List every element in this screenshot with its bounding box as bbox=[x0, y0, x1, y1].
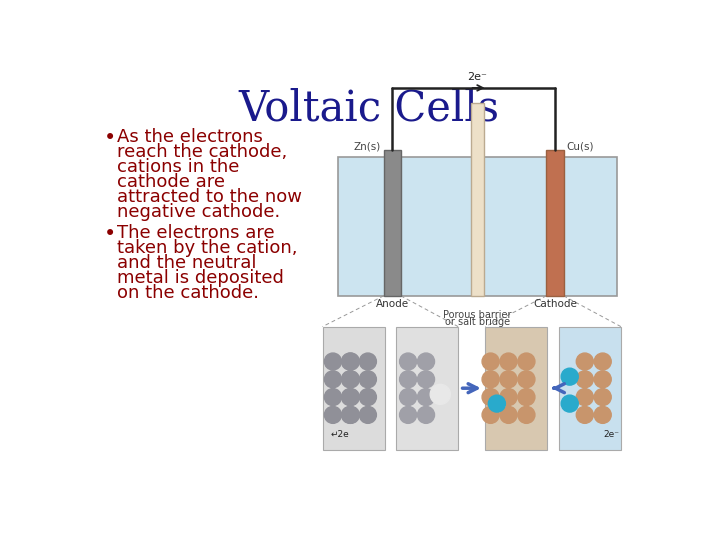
Circle shape bbox=[342, 407, 359, 423]
Circle shape bbox=[500, 371, 517, 388]
Text: Anode: Anode bbox=[376, 299, 409, 309]
Circle shape bbox=[341, 389, 359, 406]
Text: Cu(s): Cu(s) bbox=[567, 142, 594, 152]
Circle shape bbox=[561, 395, 578, 412]
Text: attracted to the now: attracted to the now bbox=[117, 188, 302, 206]
Circle shape bbox=[576, 407, 593, 423]
Bar bbox=[323, 327, 384, 450]
Bar bbox=[471, 103, 485, 296]
Bar bbox=[485, 327, 547, 450]
Circle shape bbox=[500, 407, 517, 423]
Circle shape bbox=[576, 389, 593, 406]
Text: Porous barrier: Porous barrier bbox=[444, 309, 512, 320]
Circle shape bbox=[482, 389, 499, 406]
Circle shape bbox=[594, 371, 611, 388]
Text: •: • bbox=[104, 224, 116, 244]
Text: As the electrons: As the electrons bbox=[117, 128, 263, 146]
Text: •: • bbox=[104, 128, 116, 148]
Circle shape bbox=[400, 407, 417, 423]
Circle shape bbox=[482, 371, 499, 388]
Circle shape bbox=[518, 353, 535, 370]
Circle shape bbox=[518, 407, 535, 423]
Text: cations in the: cations in the bbox=[117, 158, 240, 176]
Circle shape bbox=[400, 371, 417, 388]
Text: metal is deposited: metal is deposited bbox=[117, 269, 284, 287]
Circle shape bbox=[418, 353, 435, 370]
Circle shape bbox=[418, 389, 435, 406]
Circle shape bbox=[341, 353, 359, 370]
Circle shape bbox=[594, 407, 611, 423]
Text: taken by the cation,: taken by the cation, bbox=[117, 239, 297, 257]
Bar bbox=[559, 327, 621, 450]
Text: 2e⁻: 2e⁻ bbox=[467, 72, 487, 82]
Circle shape bbox=[342, 353, 359, 370]
Circle shape bbox=[342, 371, 359, 388]
Text: Cathode: Cathode bbox=[533, 299, 577, 309]
Circle shape bbox=[341, 407, 359, 423]
Circle shape bbox=[341, 371, 359, 388]
Circle shape bbox=[594, 353, 611, 370]
Text: on the cathode.: on the cathode. bbox=[117, 284, 259, 302]
Circle shape bbox=[518, 389, 535, 406]
Circle shape bbox=[325, 371, 341, 388]
Circle shape bbox=[418, 371, 435, 388]
Circle shape bbox=[576, 371, 593, 388]
Circle shape bbox=[325, 407, 341, 423]
Circle shape bbox=[325, 353, 341, 370]
Circle shape bbox=[342, 389, 359, 406]
Text: negative cathode.: negative cathode. bbox=[117, 203, 280, 221]
Circle shape bbox=[400, 389, 417, 406]
Circle shape bbox=[500, 389, 517, 406]
Text: or salt bridge: or salt bridge bbox=[445, 318, 510, 327]
Circle shape bbox=[325, 389, 341, 406]
Circle shape bbox=[482, 407, 499, 423]
Circle shape bbox=[431, 384, 451, 404]
Circle shape bbox=[418, 407, 435, 423]
Bar bbox=[338, 157, 617, 296]
Bar bbox=[546, 150, 564, 296]
Circle shape bbox=[482, 353, 499, 370]
Text: and the neutral: and the neutral bbox=[117, 254, 256, 272]
Circle shape bbox=[359, 371, 377, 388]
Circle shape bbox=[400, 353, 417, 370]
Circle shape bbox=[359, 407, 377, 423]
Text: Zn(s): Zn(s) bbox=[354, 142, 381, 152]
Text: reach the cathode,: reach the cathode, bbox=[117, 143, 287, 161]
Bar bbox=[384, 150, 401, 296]
Text: ↵2e: ↵2e bbox=[330, 430, 349, 439]
Bar bbox=[396, 327, 458, 450]
Text: Voltaic Cells: Voltaic Cells bbox=[238, 88, 500, 130]
Circle shape bbox=[576, 353, 593, 370]
Circle shape bbox=[500, 353, 517, 370]
Text: 2e⁻: 2e⁻ bbox=[603, 430, 619, 439]
Circle shape bbox=[518, 371, 535, 388]
Circle shape bbox=[594, 389, 611, 406]
Circle shape bbox=[488, 395, 505, 412]
Text: cathode are: cathode are bbox=[117, 173, 225, 191]
Circle shape bbox=[359, 353, 377, 370]
Text: The electrons are: The electrons are bbox=[117, 224, 275, 242]
Circle shape bbox=[561, 368, 578, 385]
Circle shape bbox=[359, 389, 377, 406]
